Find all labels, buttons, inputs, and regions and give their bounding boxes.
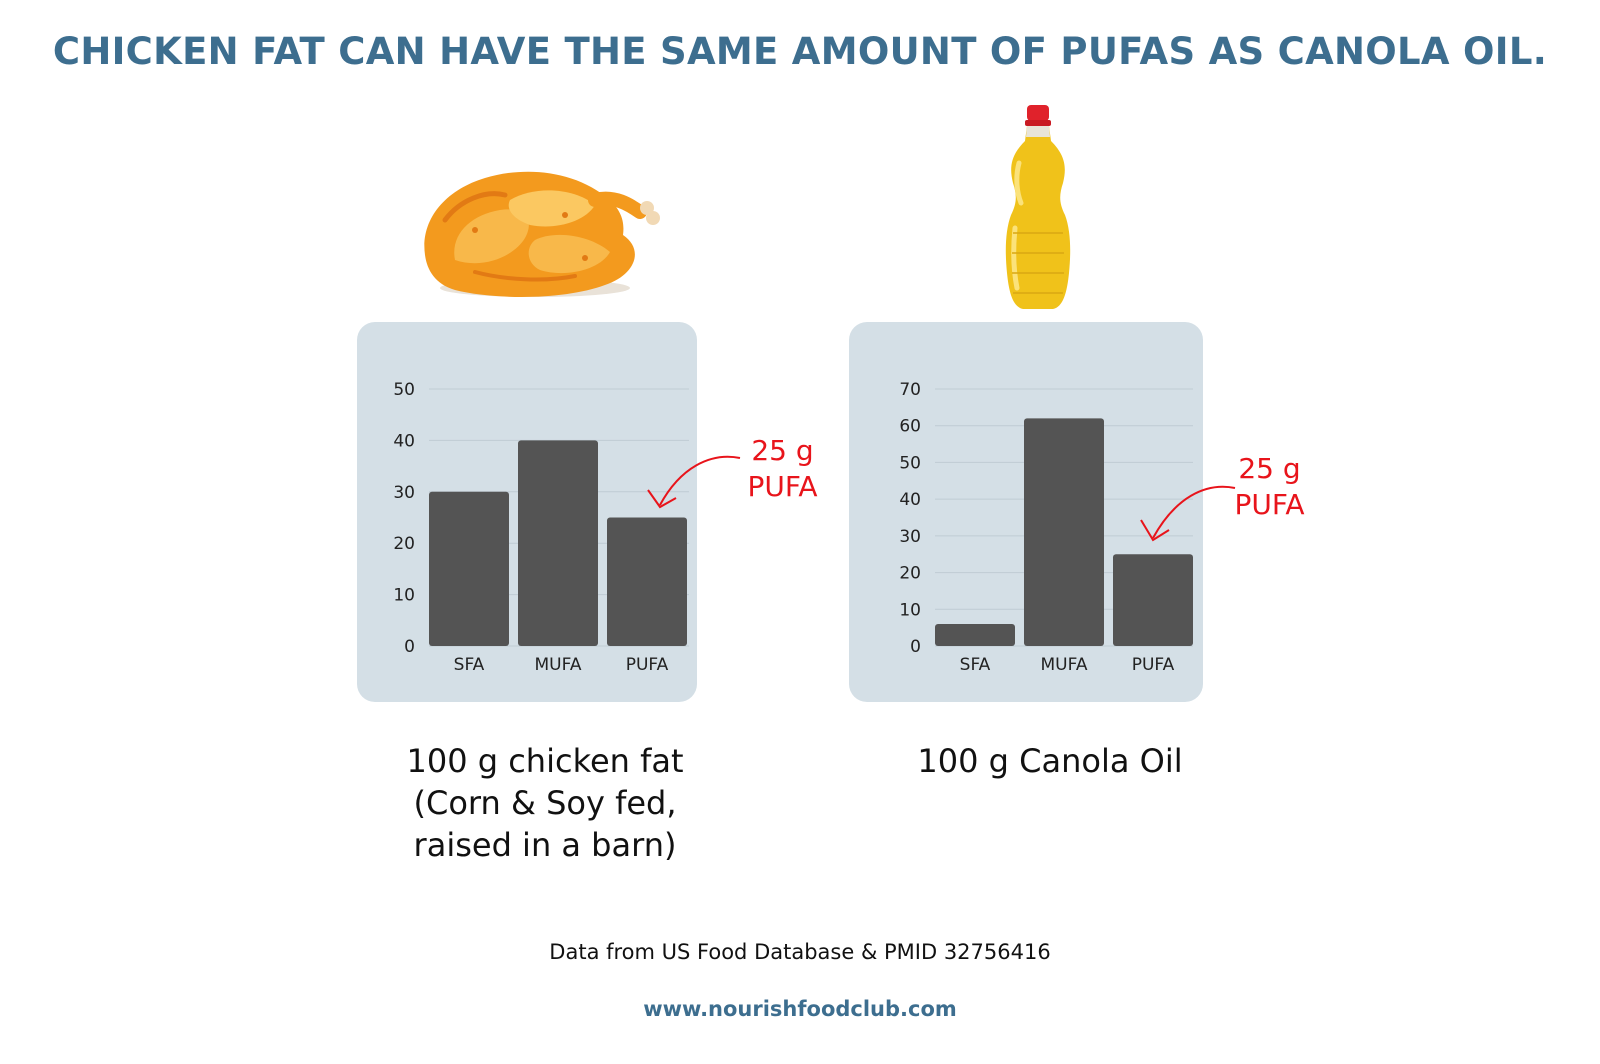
caption-line: 100 g chicken fat <box>406 742 684 780</box>
chicken-fat-chart: 0 10 20 30 40 50 SFA MUFA PUFA <box>393 380 689 675</box>
caption-line: 100 g Canola Oil <box>917 742 1183 780</box>
canola-oil-chart: 0 10 20 30 40 50 60 70 SFA MUFA PUFA <box>899 380 1193 675</box>
oil-bottle-icon <box>1005 105 1071 309</box>
callout-arrow-canola <box>1140 485 1236 542</box>
pufa-callout-chicken: 25 g PUFA <box>725 433 840 505</box>
x-tick-label: PUFA <box>626 655 669 675</box>
bar-mufa <box>518 440 598 646</box>
y-tick-label: 10 <box>899 600 921 620</box>
y-tick-label: 60 <box>899 417 921 437</box>
roast-chicken-icon <box>424 171 660 297</box>
callout-label: PUFA <box>1234 488 1305 521</box>
y-tick-label: 30 <box>899 527 921 547</box>
y-tick-label: 20 <box>393 534 415 554</box>
callout-value: 25 g <box>751 434 814 467</box>
data-source-note: Data from US Food Database & PMID 327564… <box>549 940 1051 964</box>
bar-mufa <box>1024 418 1104 646</box>
x-tick-label: SFA <box>454 655 485 675</box>
bar-pufa <box>1113 554 1193 646</box>
x-tick-label: MUFA <box>535 655 582 675</box>
y-tick-label: 30 <box>393 483 415 503</box>
caption-line: (Corn & Soy fed, <box>413 784 677 822</box>
bar-pufa <box>607 517 687 646</box>
x-tick-label: PUFA <box>1132 655 1175 675</box>
canola-oil-caption: 100 g Canola Oil <box>850 740 1250 782</box>
page-title: CHICKEN FAT CAN HAVE THE SAME AMOUNT OF … <box>52 30 1548 73</box>
y-tick-label: 40 <box>393 431 415 451</box>
chicken-fat-caption: 100 g chicken fat (Corn & Soy fed, raise… <box>345 740 745 866</box>
x-tick-label: SFA <box>960 655 991 675</box>
website-link[interactable]: www.nourishfoodclub.com <box>643 997 957 1021</box>
y-tick-label: 20 <box>899 564 921 584</box>
y-tick-label: 70 <box>899 380 921 400</box>
y-tick-label: 50 <box>899 453 921 473</box>
callout-value: 25 g <box>1238 452 1301 485</box>
y-tick-label: 50 <box>393 380 415 400</box>
callout-arrow-chicken <box>647 455 741 509</box>
y-tick-label: 40 <box>899 490 921 510</box>
callout-label: PUFA <box>747 470 818 503</box>
y-tick-label: 0 <box>910 637 921 657</box>
bar-sfa <box>935 623 1015 646</box>
y-tick-label: 0 <box>404 637 415 657</box>
x-tick-label: MUFA <box>1041 655 1088 675</box>
y-tick-label: 10 <box>393 586 415 606</box>
bar-sfa <box>429 491 509 646</box>
caption-line: raised in a barn) <box>413 826 677 864</box>
pufa-callout-canola: 25 g PUFA <box>1212 451 1327 523</box>
